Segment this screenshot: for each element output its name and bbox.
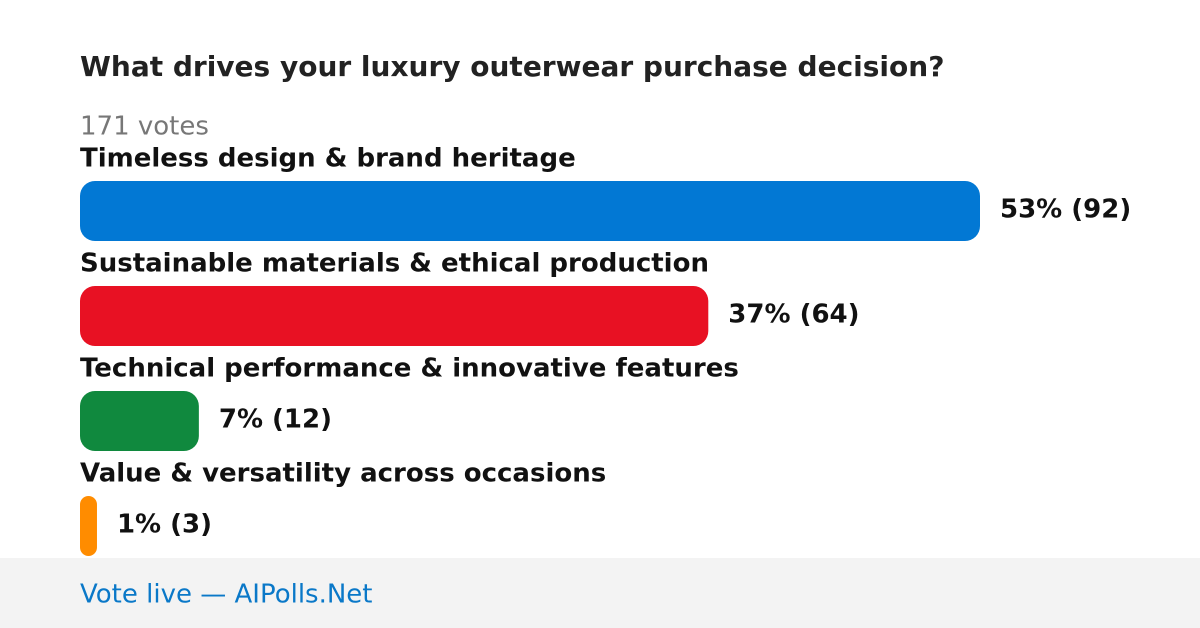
- bar: [80, 286, 709, 346]
- value-label: 37% (64): [728, 300, 859, 330]
- footer-bar: [0, 558, 1200, 628]
- bar: [80, 496, 97, 556]
- value-label: 7% (12): [219, 405, 332, 435]
- option-label: Value & versatility across occasions: [80, 459, 606, 489]
- value-label: 1% (3): [117, 510, 212, 540]
- poll-title: What drives your luxury outerwear purcha…: [80, 50, 944, 83]
- footer-link[interactable]: Vote live — AIPolls.Net: [80, 580, 373, 610]
- option-label: Timeless design & brand heritage: [80, 144, 576, 174]
- option-label: Sustainable materials & ethical producti…: [80, 249, 709, 279]
- bar: [80, 181, 980, 241]
- vote-count: 171 votes: [80, 112, 209, 142]
- value-label: 53% (92): [1000, 195, 1131, 225]
- option-label: Technical performance & innovative featu…: [80, 354, 739, 384]
- bar: [80, 391, 199, 451]
